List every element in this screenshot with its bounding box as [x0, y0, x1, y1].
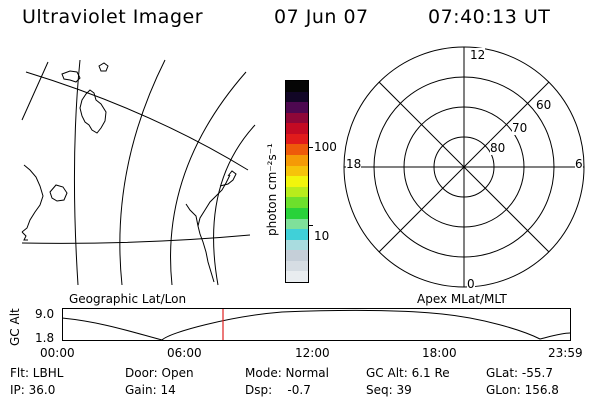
- colorbar-swatch: [286, 155, 308, 166]
- colorbar-swatch: [286, 165, 308, 177]
- colorbar: [285, 80, 309, 283]
- lat-arc-3: [170, 71, 247, 286]
- mlat-label-80: 80: [490, 141, 506, 155]
- status-filter: Flt: LBHL: [10, 366, 64, 380]
- time-display: 07:40:13 UT: [428, 6, 551, 28]
- status-mode: Mode: Normal: [245, 366, 329, 380]
- colorbar-swatch: [286, 144, 308, 156]
- status-seq: Seq: 39: [366, 383, 412, 397]
- status-gain: Gain: 14: [125, 383, 176, 397]
- mlt-label-0: 0: [467, 277, 475, 291]
- lat-arc-4: [213, 124, 256, 286]
- coastline-east-inlet: [219, 170, 237, 187]
- coastline-east: [197, 174, 231, 283]
- mlt-label-12: 12: [470, 48, 486, 62]
- colorbar-tick-label-100: 100: [314, 140, 337, 154]
- status-ip: IP: 36.0: [10, 383, 56, 397]
- polar-diagonal-2: [378, 81, 550, 253]
- coastline-island-1: [79, 89, 107, 134]
- lat-arc-1: [73, 59, 81, 286]
- app-title: Ultraviolet Imager: [22, 6, 204, 28]
- colorbar-swatch: [286, 250, 308, 261]
- coastline-west: [21, 164, 44, 233]
- colorbar-swatch: [286, 91, 308, 103]
- colorbar-tick-10: [308, 225, 313, 226]
- geographic-panel-label: Geographic Lat/Lon: [69, 292, 187, 306]
- colorbar-swatch: [286, 239, 308, 251]
- orbit-altitude-curve: [62, 309, 571, 341]
- colorbar-swatch: [286, 186, 308, 198]
- status-gc-alt: GC Alt: 6.1 Re: [366, 366, 450, 380]
- polar-plot: [343, 46, 585, 288]
- colorbar-swatch: [286, 229, 308, 240]
- colorbar-swatch: [286, 81, 308, 92]
- coastline-island-2: [61, 70, 81, 83]
- orbit-xtick-0000: 00:00: [40, 346, 75, 360]
- mlt-label-18: 18: [346, 157, 362, 171]
- colorbar-swatch: [286, 197, 308, 208]
- status-glon: GLon: 156.8: [486, 383, 559, 397]
- orbit-altitude-plot: [62, 308, 571, 341]
- orbit-ylabel: GC Alt: [8, 308, 22, 346]
- colorbar-tick-label-10: 10: [314, 229, 330, 243]
- colorbar-swatch: [286, 207, 308, 219]
- lat-arc-2: [119, 59, 166, 286]
- lon-line-2: [21, 234, 251, 244]
- coastline-west-tip: [21, 231, 28, 241]
- status-glat: GLat: -55.7: [486, 366, 553, 380]
- coastline-island-3: [98, 62, 109, 72]
- colorbar-unit-label: photon cm⁻²s⁻¹: [265, 143, 279, 236]
- coastline-east-2: [185, 203, 199, 227]
- orbit-ytick-top: 9.0: [35, 307, 55, 321]
- lon-line-3: [21, 61, 49, 121]
- status-door: Door: Open: [125, 366, 194, 380]
- mlat-label-60: 60: [536, 98, 552, 112]
- orbit-ytick-bottom: 1.8: [35, 331, 55, 345]
- mlt-label-6: 6: [575, 157, 583, 171]
- colorbar-swatch: [286, 123, 308, 134]
- orbit-xtick-2359: 23:59: [548, 346, 583, 360]
- date-display: 07 Jun 07: [274, 6, 369, 28]
- status-dsp: Dsp: -0.7: [245, 383, 311, 397]
- colorbar-swatch: [286, 102, 308, 113]
- colorbar-swatch: [286, 176, 308, 187]
- mlat-label-70: 70: [512, 121, 528, 135]
- orbit-xtick-1200: 12:00: [295, 346, 330, 360]
- colorbar-tick-100: [308, 147, 313, 148]
- colorbar-swatch: [286, 271, 308, 282]
- colorbar-swatch: [286, 133, 308, 145]
- polar-panel-label: Apex MLat/MLT: [417, 292, 507, 306]
- lon-line-1: [25, 71, 249, 171]
- colorbar-swatch: [286, 112, 308, 124]
- orbit-xtick-0600: 06:00: [167, 346, 202, 360]
- orbit-plot-frame: [62, 308, 571, 341]
- coastline-island-4: [49, 184, 68, 202]
- colorbar-swatch: [286, 260, 308, 272]
- orbit-xtick-1800: 18:00: [422, 346, 457, 360]
- colorbar-swatch: [286, 218, 308, 230]
- geographic-map: [21, 59, 256, 286]
